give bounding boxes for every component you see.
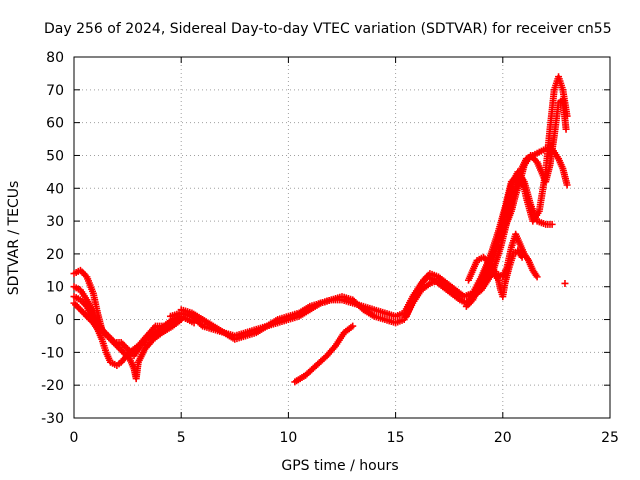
data-point <box>197 321 205 329</box>
data-point <box>561 279 569 287</box>
data-point <box>563 181 571 189</box>
y-tick-label: 40 <box>46 181 64 197</box>
y-tick-label: -20 <box>41 378 64 394</box>
series-track-d <box>70 293 104 333</box>
plot-frame <box>73 56 611 419</box>
y-tick-label: 20 <box>46 247 64 263</box>
y-tick-label: 80 <box>46 50 64 66</box>
series-track-l <box>561 279 569 287</box>
x-tick-label: 25 <box>601 430 619 446</box>
y-tick-label: 50 <box>46 148 64 164</box>
data-point <box>349 322 357 330</box>
y-tick-label: -10 <box>41 345 64 361</box>
y-tick-label: 70 <box>46 83 64 99</box>
data-point <box>533 273 541 281</box>
chart-title: Day 256 of 2024, Sidereal Day-to-day VTE… <box>44 21 612 37</box>
data-point <box>96 325 104 333</box>
data-series <box>70 73 571 386</box>
grid <box>74 57 610 418</box>
y-tick-label: 60 <box>46 116 64 132</box>
y-tick-label: -30 <box>41 411 64 427</box>
data-point <box>518 253 526 261</box>
x-tick-label: 15 <box>387 430 405 446</box>
y-axis-label: SDTVAR / TECUs <box>6 181 22 296</box>
series-track-b <box>70 283 185 383</box>
y-tick-label: 30 <box>46 214 64 230</box>
x-tick-label: 10 <box>279 430 297 446</box>
y-tick-label: 10 <box>46 280 64 296</box>
data-point <box>548 220 556 228</box>
data-point <box>562 125 570 133</box>
x-tick-label: 5 <box>177 430 186 446</box>
series-track-k <box>291 322 357 386</box>
y-tick-label: 0 <box>55 313 64 329</box>
axis-ticks: 0 5 10 15 20 25 -30 -20 -10 0 10 20 30 40 50 60 70 80 <box>41 50 619 446</box>
series-track-j <box>469 247 526 301</box>
x-axis-label: GPS time / hours <box>281 458 398 474</box>
x-tick-label: 20 <box>494 430 512 446</box>
x-tick-label: 0 <box>70 430 79 446</box>
